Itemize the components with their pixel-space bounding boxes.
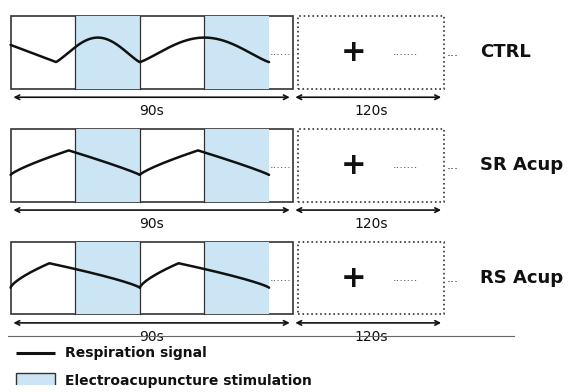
Bar — [298, 16, 444, 89]
Bar — [75, 242, 140, 314]
Bar — [11, 242, 293, 314]
Bar — [205, 129, 269, 201]
Text: ...: ... — [446, 272, 458, 285]
Text: Respiration signal: Respiration signal — [65, 346, 207, 360]
Text: .......: ....... — [270, 160, 296, 171]
Text: SR Acup: SR Acup — [481, 156, 564, 174]
Text: RS Acup: RS Acup — [481, 269, 564, 287]
Bar — [16, 373, 55, 390]
Text: ...: ... — [446, 159, 458, 172]
Text: 120s: 120s — [354, 330, 387, 344]
Text: .......: ....... — [270, 47, 296, 58]
Text: .......: ....... — [393, 273, 418, 283]
Text: 120s: 120s — [354, 104, 387, 118]
Bar — [75, 129, 140, 201]
Bar — [205, 242, 269, 314]
Text: +: + — [340, 151, 366, 180]
Text: 120s: 120s — [354, 217, 387, 231]
Text: .......: ....... — [270, 273, 296, 283]
Text: Electroacupuncture stimulation: Electroacupuncture stimulation — [65, 374, 312, 388]
Text: 90s: 90s — [139, 330, 164, 344]
Text: +: + — [340, 264, 366, 293]
Bar — [205, 16, 269, 89]
Bar — [11, 129, 293, 201]
Text: .......: ....... — [393, 160, 418, 171]
Bar — [298, 242, 444, 314]
Text: ...: ... — [446, 46, 458, 59]
Text: 90s: 90s — [139, 217, 164, 231]
Text: .......: ....... — [393, 47, 418, 58]
Bar — [11, 16, 293, 89]
Text: +: + — [340, 38, 366, 67]
Text: CTRL: CTRL — [481, 44, 531, 62]
Bar — [298, 129, 444, 201]
Text: 90s: 90s — [139, 104, 164, 118]
Bar — [75, 16, 140, 89]
